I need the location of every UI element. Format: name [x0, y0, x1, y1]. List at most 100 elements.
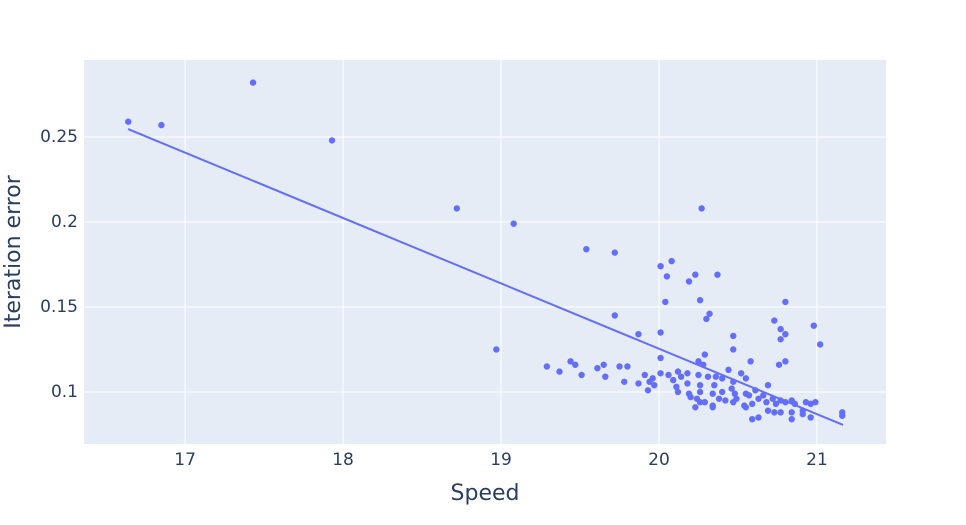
scatter-point — [453, 205, 461, 212]
scatter-point — [249, 79, 257, 86]
scatter-point — [674, 388, 682, 396]
scatter-point — [594, 364, 601, 372]
x-axis-title: Speed — [451, 481, 520, 506]
scatter-point — [777, 336, 784, 343]
scatter-point — [816, 341, 824, 348]
scatter-point — [745, 392, 753, 399]
scatter-point — [583, 245, 590, 253]
scatter-point — [696, 296, 704, 304]
scatter-point — [657, 354, 664, 362]
scatter-point — [782, 358, 789, 365]
scatter-point — [692, 404, 699, 411]
scatter-point — [674, 368, 682, 375]
scatter-point — [749, 415, 756, 423]
scatter-point — [711, 381, 718, 389]
scatter-point — [772, 400, 780, 408]
scatter-point — [703, 315, 710, 323]
scatter-point — [665, 371, 672, 379]
scatter-point — [668, 257, 675, 265]
scatter-point — [611, 249, 618, 256]
scatter-point — [775, 361, 783, 368]
scatter-point — [635, 330, 642, 338]
scatter-point — [611, 312, 618, 319]
scatter-point — [692, 271, 699, 278]
scatter-point — [782, 330, 789, 338]
x-tick-label: 19 — [490, 450, 512, 470]
scatter-point — [673, 383, 680, 391]
scatter-point — [616, 363, 623, 370]
scatter-point — [730, 398, 737, 406]
scatter-point — [696, 398, 704, 406]
scatter-point — [771, 317, 778, 324]
scatter-point — [749, 400, 756, 408]
scatter-point — [788, 415, 795, 423]
scatter-point — [799, 410, 806, 418]
scatter-point — [696, 381, 704, 389]
scatter-point — [704, 373, 712, 380]
scatter-point — [709, 404, 716, 411]
scatter-point — [807, 400, 814, 408]
scatter-point — [646, 378, 653, 385]
scatter-point — [747, 358, 754, 365]
scatter-point — [742, 404, 750, 411]
scatter-point — [602, 373, 609, 380]
scatter-point — [722, 397, 729, 404]
scatter-point — [635, 380, 642, 387]
scatter-point — [839, 412, 846, 419]
scatter-point — [728, 385, 735, 392]
scatter-point — [657, 262, 664, 270]
scatter-point — [158, 121, 165, 129]
scatter-point — [777, 409, 784, 416]
scatter-point — [763, 398, 770, 406]
scatter-point — [698, 205, 705, 212]
scatter-point — [125, 118, 132, 125]
scatter-point — [621, 378, 628, 385]
scatter-point — [696, 388, 704, 396]
scatter-point — [663, 273, 671, 280]
scatter-point — [641, 371, 648, 379]
scatter-point — [567, 358, 574, 365]
scatter-point — [684, 370, 691, 377]
scatter-point — [572, 361, 579, 368]
scatter-point — [712, 373, 720, 380]
y-tick-label: 0.25 — [40, 127, 78, 147]
scatter-point — [600, 361, 607, 368]
scatter-point — [493, 346, 500, 353]
scatter-point — [782, 298, 789, 306]
x-tick-label: 18 — [332, 450, 354, 470]
scatter-point — [764, 407, 772, 414]
scatter-point — [657, 370, 664, 377]
scatter-point — [677, 373, 685, 380]
scatter-point — [737, 370, 745, 377]
scatter-point — [731, 390, 739, 397]
scatter-point — [709, 390, 716, 397]
x-tick-label: 17 — [174, 450, 196, 470]
scatter-point — [670, 376, 677, 384]
scatter-point — [730, 332, 737, 340]
scatter-point — [651, 381, 658, 389]
scatter-point — [742, 375, 750, 382]
x-tick-label: 20 — [648, 450, 670, 470]
scatter-point — [662, 298, 669, 306]
scatter-point — [644, 387, 652, 394]
scatter-point — [771, 409, 778, 416]
scatter-point — [755, 395, 762, 402]
scatter-point — [695, 358, 702, 365]
x-tick-label: 21 — [806, 450, 828, 470]
scatter-point — [624, 363, 631, 370]
y-tick-label: 0.15 — [40, 297, 78, 317]
scatter-point — [510, 220, 517, 227]
scatter-point — [701, 351, 709, 358]
scatter-point — [755, 414, 762, 421]
trend-line — [127, 128, 844, 426]
scatter-point — [684, 380, 691, 387]
scatter-point — [715, 395, 723, 402]
scatter-point — [788, 409, 795, 416]
scatter-point — [556, 368, 563, 375]
plot-area — [84, 60, 886, 444]
y-tick-label: 0.2 — [51, 212, 78, 232]
scatter-point — [764, 381, 772, 389]
scatter-point — [714, 271, 721, 278]
scatter-point — [718, 388, 726, 396]
